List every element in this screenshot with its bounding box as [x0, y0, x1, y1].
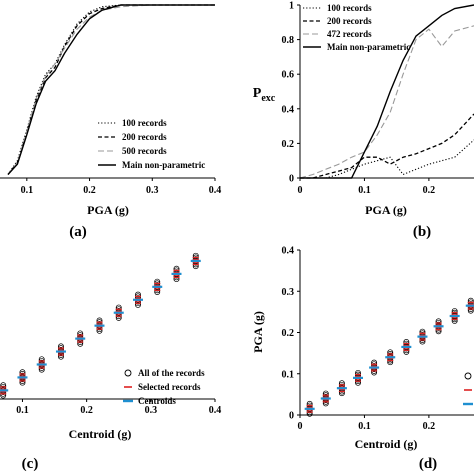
- panel-d-record-point: [338, 380, 345, 387]
- panel-d-record-point: [306, 400, 313, 407]
- panel-c-record-point: [154, 278, 161, 285]
- panel-b-y-tick-label: 1: [289, 1, 294, 12]
- panel-d-y-tick-label: 0.3: [282, 287, 295, 298]
- panel-b-x-ticks: 0 0.1 0.2: [298, 178, 436, 196]
- panel-c-x-ticks: 0.1 0.2 0.3 0.4: [16, 399, 221, 416]
- panel-b-y-tick-label: 0.2: [282, 139, 295, 150]
- panel-c-legend-label-2: Selected records: [138, 382, 201, 392]
- panel-d-x-tick-label: 0.1: [358, 421, 371, 432]
- panel-b-y-tick-label: 0: [289, 174, 294, 185]
- panel-b-series-line-2: [300, 113, 474, 179]
- panel-d-record-point: [419, 328, 426, 335]
- panel-d-record-point: [371, 359, 378, 366]
- panel-c-plot-area: [0, 252, 201, 399]
- panel-a-series-line-4: [7, 4, 215, 175]
- panel-a-x-ticks: 0.1 0.2 0.3 0.4: [21, 178, 222, 196]
- panel-c-record-point: [0, 382, 7, 389]
- panel-b-y-tick-label: 0.6: [282, 70, 295, 81]
- panel-d-x-ticks: 0 0.1 0.2: [298, 415, 436, 432]
- panel-d-label: (d): [419, 456, 437, 472]
- panel-d-record-point: [387, 349, 394, 356]
- panel-d-x-axis-label: Centroid (g): [355, 437, 418, 451]
- panel-d-legend-swatch-1: [464, 372, 472, 380]
- panel-b-x-tick-label: 0.1: [358, 185, 371, 196]
- panel-d-plot-area: [304, 297, 474, 417]
- panel-a-x-tick-label: 0.4: [209, 185, 222, 196]
- panel-a-legend-box: [92, 114, 212, 172]
- panel-c-record-point: [192, 252, 199, 259]
- panel-b: 0 0.1 0.2 0 0.2 0.4 0.6 0.8 1 100 records 200 re…: [253, 1, 474, 240]
- panel-b-x-tick-label: 0: [298, 185, 303, 196]
- panel-d-y-tick-label: 0.2: [282, 328, 295, 339]
- panel-c-record-point: [19, 369, 26, 376]
- panel-b-y-tick-label: 0.8: [282, 35, 295, 46]
- panel-b-series-line-3: [299, 25, 474, 179]
- panel-a-legend-label-4: Main non-parametric: [122, 160, 205, 170]
- panel-a-legend-label-2: 200 records: [122, 132, 167, 142]
- panel-c: 0.1 0.2 0.3 0.4 All of the records Selected …: [0, 252, 221, 472]
- panel-b-y-tick-label: 0.4: [282, 104, 295, 115]
- panel-a-x-tick-label: 0.2: [83, 185, 96, 196]
- panel-b-y-ticks: 0 0.2 0.4 0.6 0.8 1: [282, 1, 300, 185]
- panel-b-y-label-main: P: [253, 86, 262, 101]
- panel-c-record-point: [115, 304, 122, 311]
- panel-d-record-point: [322, 390, 329, 397]
- panel-c-legend-swatch-1: [124, 369, 132, 377]
- panel-c-record-point: [173, 265, 180, 272]
- panel-b-plot-area: [299, 4, 474, 179]
- panel-a-series-line-3: [7, 4, 215, 175]
- panel-c-record-point: [96, 317, 103, 324]
- panel-b-legend-label-1: 100 records: [327, 3, 372, 13]
- panel-a-x-tick-label: 0.3: [146, 185, 159, 196]
- panel-a-label: (a): [69, 224, 87, 240]
- panel-d-record-point: [467, 297, 474, 304]
- panel-d-record-point: [451, 308, 458, 314]
- panel-d-legend: [463, 372, 473, 406]
- panel-a: 0.1 0.2 0.3 0.4 100 records 200 records 500 r…: [0, 4, 222, 240]
- panel-d-record-point: [355, 369, 361, 376]
- panel-b-y-label-sub: exc: [261, 93, 275, 104]
- panel-d-y-ticks: 0 0.1 0.2 0.3 0.4: [282, 246, 300, 422]
- panel-d-y-axis-label: PGA (g): [251, 311, 265, 353]
- panel-c-legend-label-1: All of the records: [138, 368, 205, 378]
- panel-c-record-point: [58, 343, 64, 350]
- panel-c-record-point: [135, 291, 141, 298]
- panel-a-x-tick-label: 0.1: [21, 185, 34, 196]
- panel-a-plot-area: [7, 4, 215, 175]
- panel-c-x-tick-label: 0.3: [145, 405, 158, 416]
- panel-b-y-axis-label: Pexc: [253, 86, 276, 104]
- panel-a-legend-label-3: 500 records: [122, 146, 167, 156]
- panel-b-x-axis-label: PGA (g): [365, 203, 407, 217]
- panel-c-x-tick-label: 0.2: [80, 405, 93, 416]
- panel-b-legend: 100 records 200 records 472 records Main no…: [303, 3, 410, 52]
- panel-c-legend: All of the records Selected records Centro…: [123, 368, 205, 406]
- panel-d-y-tick-label: 0.1: [282, 369, 295, 380]
- panel-c-record-point: [77, 330, 84, 337]
- panel-c-label: (c): [22, 456, 39, 472]
- panel-d-record-point: [403, 339, 410, 345]
- panel-b-x-tick-label: 0.2: [423, 185, 436, 196]
- panel-a-legend: 100 records 200 records 500 records Main no…: [92, 114, 212, 172]
- panel-b-legend-label-3: 472 records: [327, 29, 372, 39]
- panel-a-legend-label-1: 100 records: [122, 118, 167, 128]
- panel-d-x-tick-label: 0: [298, 421, 303, 432]
- panel-b-series-line-4: [300, 4, 474, 179]
- panel-b-legend-label-4: Main non-parametric: [327, 42, 410, 52]
- panel-a-x-axis-label: PGA (g): [87, 203, 129, 217]
- panel-d-y-tick-label: 0.4: [282, 246, 295, 257]
- panel-c-x-axis-label: Centroid (g): [69, 427, 132, 441]
- panel-b-label: (b): [413, 224, 431, 240]
- panel-d-record-point: [435, 318, 442, 325]
- panel-d-x-tick-label: 0.2: [423, 421, 436, 432]
- panel-d: 0 0.1 0.2 0 0.1 0.2 0.3 0.4 PGA (g) Centroid (…: [251, 246, 474, 472]
- panel-c-x-tick-label: 0.1: [16, 405, 29, 416]
- panel-c-record-point: [38, 356, 45, 363]
- panel-c-x-tick-label: 0.4: [209, 405, 222, 416]
- panel-c-legend-label-3: Centroids: [138, 396, 176, 406]
- panel-b-legend-label-2: 200 records: [327, 16, 372, 26]
- panel-b-series-line-1: [300, 139, 474, 179]
- panel-d-y-tick-label: 0: [289, 411, 294, 422]
